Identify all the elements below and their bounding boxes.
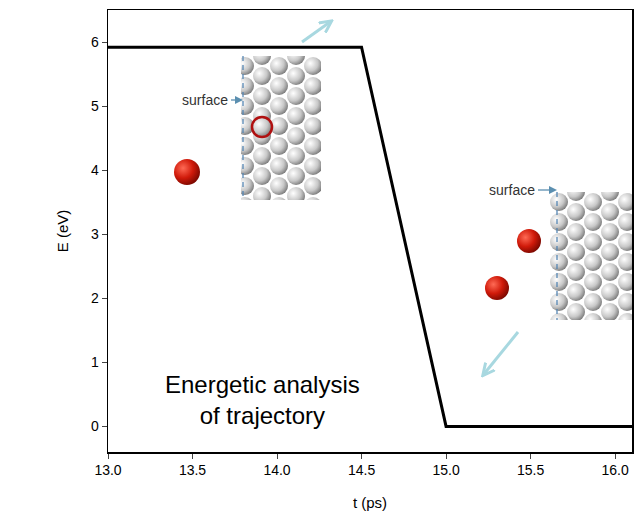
svg-text:2: 2 — [91, 290, 99, 306]
svg-text:4: 4 — [91, 162, 99, 178]
svg-text:Energetic analysisof trajector: Energetic analysisof trajectory — [165, 371, 360, 429]
svg-text:5: 5 — [91, 98, 99, 114]
svg-text:14.5: 14.5 — [348, 462, 375, 478]
svg-text:6: 6 — [91, 34, 99, 50]
svg-text:13.5: 13.5 — [179, 462, 206, 478]
svg-text:15.0: 15.0 — [432, 462, 459, 478]
svg-text:13.0: 13.0 — [94, 462, 121, 478]
svg-text:0: 0 — [91, 418, 99, 434]
svg-text:14.0: 14.0 — [263, 462, 290, 478]
svg-text:16.0: 16.0 — [601, 462, 628, 478]
svg-text:15.5: 15.5 — [517, 462, 544, 478]
svg-text:surface: surface — [489, 182, 535, 198]
svg-text:E (eV): E (eV) — [54, 210, 71, 253]
svg-text:3: 3 — [91, 226, 99, 242]
svg-text:surface: surface — [182, 92, 228, 108]
svg-text:1: 1 — [91, 354, 99, 370]
svg-text:t (ps): t (ps) — [353, 494, 387, 511]
